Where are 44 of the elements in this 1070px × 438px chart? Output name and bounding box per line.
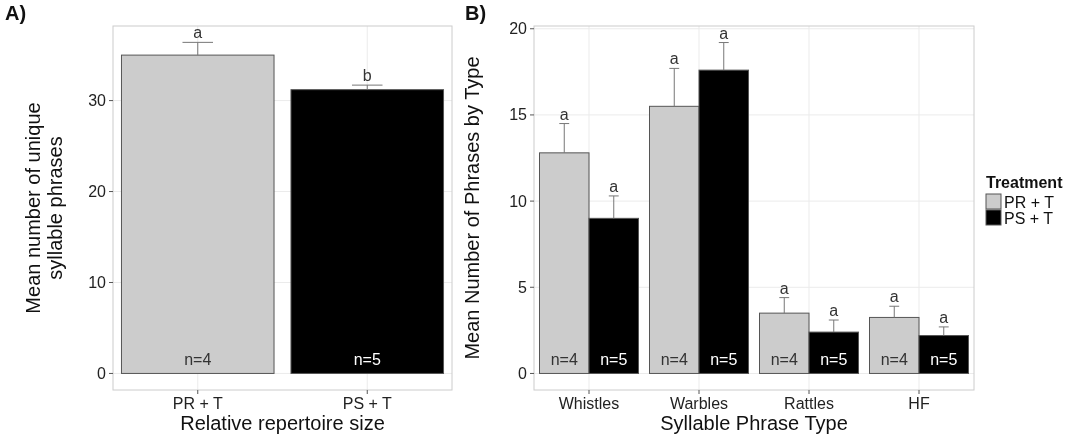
- x-axis-title: Relative repertoire size: [180, 412, 385, 434]
- legend-title: Treatment: [986, 174, 1064, 191]
- y-tick-label: 20: [509, 20, 528, 38]
- y-axis-title: Mean number of unique syllable phrases: [22, 102, 66, 314]
- y-tick-label: 10: [88, 273, 107, 291]
- chart-title: B): [465, 2, 487, 24]
- y-tick-label: 5: [518, 278, 528, 296]
- y-tick-label: 30: [88, 92, 107, 110]
- x-tick-label: HF: [908, 395, 930, 412]
- annotation: a: [829, 302, 839, 320]
- annotation: n=4: [880, 350, 908, 368]
- legend-label: PS + T: [1004, 209, 1054, 227]
- y-tick-label: 0: [97, 364, 107, 382]
- y-axis-title: Mean Number of Phrases by Type: [461, 56, 483, 360]
- annotation: a: [669, 50, 679, 68]
- annotation: n=5: [710, 350, 738, 368]
- annotation: a: [939, 308, 949, 326]
- annotation: n=4: [184, 350, 212, 368]
- annotation: a: [779, 279, 789, 297]
- y-tick-label: 0: [518, 364, 528, 382]
- annotation: a: [559, 105, 569, 123]
- legend-label: PR + T: [1004, 193, 1055, 211]
- annotation: a: [719, 24, 729, 42]
- annotation: n=5: [820, 350, 848, 368]
- annotation: b: [362, 67, 372, 85]
- x-axis-title: Syllable Phrase Type: [660, 412, 848, 434]
- y-tick-label: 15: [509, 106, 528, 124]
- x-tick-label: Rattles: [784, 395, 834, 412]
- chart-title: A): [5, 2, 27, 24]
- annotation: a: [193, 24, 203, 42]
- x-tick-label: PS + T: [342, 395, 393, 412]
- annotation: n=5: [600, 350, 628, 368]
- x-tick-label: PR + T: [172, 395, 223, 412]
- annotation: n=5: [930, 350, 958, 368]
- annotation: n=4: [660, 350, 688, 368]
- y-tick-label: 10: [509, 192, 528, 210]
- annotation: n=4: [550, 350, 578, 368]
- x-tick-label: Whistles: [558, 395, 620, 412]
- x-tick-label: Warbles: [669, 395, 729, 412]
- annotation: a: [889, 288, 899, 306]
- annotation: n=4: [770, 350, 798, 368]
- annotation: a: [609, 177, 619, 195]
- annotation: n=5: [353, 350, 381, 368]
- y-tick-label: 20: [88, 183, 107, 201]
